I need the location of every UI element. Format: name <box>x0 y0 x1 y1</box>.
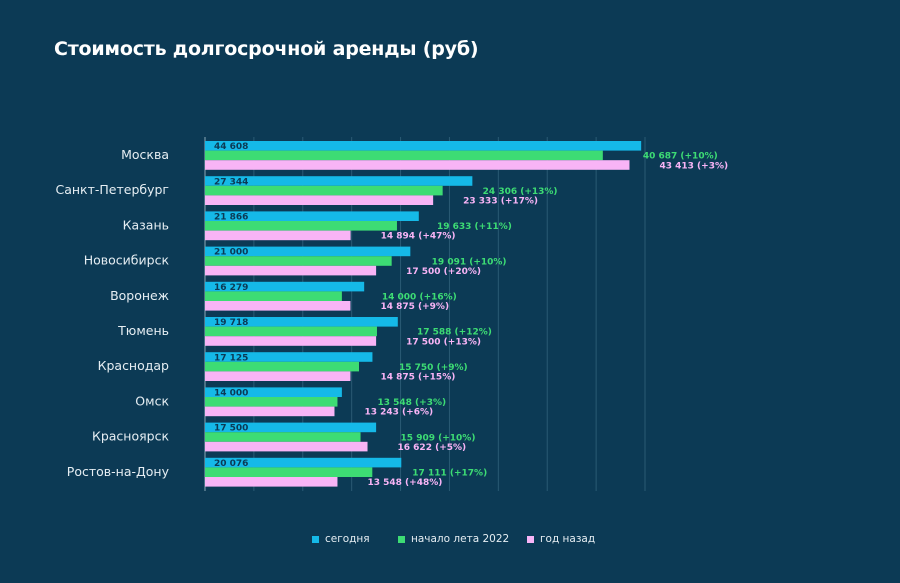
data-label: 17 500 (+20%) <box>406 267 481 277</box>
data-label: 17 500 (+13%) <box>406 337 481 347</box>
category-label: Ростов-на-Дону <box>67 464 170 479</box>
data-label: 16 622 (+5%) <box>398 443 467 453</box>
data-label: 14 000 <box>214 389 248 399</box>
data-label: 14 894 (+47%) <box>381 232 456 242</box>
legend: сегодня начало лета 2022 год назад <box>0 533 900 549</box>
bar-today <box>205 281 365 292</box>
legend-swatch <box>312 535 319 543</box>
data-label: 19 718 <box>214 318 248 328</box>
data-label: 20 076 <box>214 459 248 469</box>
category-label: Москва <box>121 147 169 162</box>
legend-swatch <box>527 535 534 543</box>
data-label: 15 750 (+9%) <box>399 363 468 373</box>
data-label: 13 548 (+48%) <box>367 478 442 488</box>
legend-label: год назад <box>540 533 596 545</box>
legend-item: начало лета 2022 <box>398 533 509 545</box>
bar-summer-2022 <box>205 256 392 266</box>
bar-year-ago <box>205 160 630 170</box>
category-label: Казань <box>123 217 169 232</box>
category-label: Омск <box>135 393 169 408</box>
legend-item: год назад <box>527 533 595 545</box>
bar-summer-2022 <box>205 467 373 477</box>
data-label: 19 091 (+10%) <box>432 257 507 267</box>
bar-today <box>205 387 342 397</box>
bar-year-ago <box>205 371 351 381</box>
data-label: 43 413 (+3%) <box>659 161 728 171</box>
bar-today <box>205 211 419 221</box>
data-label: 17 500 <box>214 424 248 434</box>
bar-year-ago <box>205 477 338 487</box>
bar-summer-2022 <box>205 185 443 196</box>
category-label: Красноярск <box>92 429 169 444</box>
bar-today <box>205 246 411 257</box>
category-label: Воронеж <box>110 288 169 303</box>
category-label: Тюмень <box>117 323 169 338</box>
legend-label: сегодня <box>325 533 370 545</box>
category-label: Санкт-Петербург <box>55 182 169 197</box>
data-label: 19 633 (+11%) <box>437 222 512 232</box>
bar-today <box>205 457 402 468</box>
category-label: Краснодар <box>98 358 169 373</box>
legend-label: начало лета 2022 <box>411 533 510 545</box>
bar-summer-2022 <box>205 397 338 407</box>
category-label: Новосибирск <box>84 253 170 268</box>
data-label: 14 000 (+16%) <box>382 293 457 303</box>
data-label: 14 875 (+15%) <box>380 373 455 383</box>
data-label: 17 588 (+12%) <box>417 328 492 338</box>
data-label: 14 875 (+9%) <box>380 302 449 312</box>
bar-summer-2022 <box>205 221 397 231</box>
bar-today <box>205 422 377 433</box>
bar-today <box>205 352 373 362</box>
bar-summer-2022 <box>205 150 603 161</box>
data-label: 21 000 <box>214 248 248 258</box>
bar-year-ago <box>205 441 368 452</box>
bar-year-ago <box>205 195 434 205</box>
bar-year-ago <box>205 301 351 311</box>
bar-summer-2022 <box>205 326 377 337</box>
bar-year-ago <box>205 406 335 417</box>
data-label: 21 866 <box>214 213 248 223</box>
bar-summer-2022 <box>205 361 359 372</box>
bar-today <box>205 176 473 186</box>
data-label: 24 306 (+13%) <box>483 187 558 197</box>
bar-summer-2022 <box>205 432 361 442</box>
bar-today <box>205 317 398 327</box>
data-label: 40 687 (+10%) <box>643 152 718 162</box>
chart-title: Стоимость долгосрочной аренды (руб) <box>54 38 479 60</box>
data-label: 15 909 (+10%) <box>401 433 476 443</box>
legend-item: сегодня <box>312 533 370 545</box>
bar-summer-2022 <box>205 291 342 301</box>
bar-today <box>205 141 642 151</box>
data-label: 17 111 (+17%) <box>412 469 487 479</box>
bar-year-ago <box>205 230 351 241</box>
legend-swatch <box>398 535 405 543</box>
data-label: 17 125 <box>214 353 248 363</box>
bar-year-ago <box>205 336 377 346</box>
data-label: 23 333 (+17%) <box>463 197 538 207</box>
data-label: 13 243 (+6%) <box>364 408 433 418</box>
data-label: 16 279 <box>214 283 248 293</box>
data-label: 44 608 <box>214 142 248 152</box>
data-label: 27 344 <box>214 177 248 187</box>
bar-year-ago <box>205 265 377 276</box>
data-label: 13 548 (+3%) <box>377 398 446 408</box>
